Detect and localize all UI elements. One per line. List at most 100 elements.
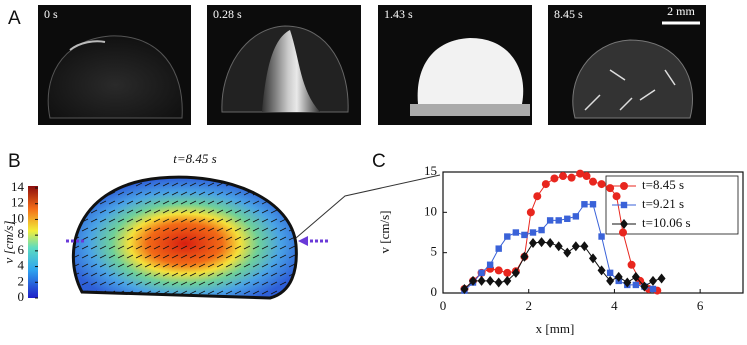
marker (657, 273, 666, 284)
velocity-field (71, 175, 298, 300)
marker (511, 267, 520, 278)
marker (597, 265, 606, 276)
marker (495, 245, 502, 252)
marker (512, 229, 520, 236)
marker (520, 251, 529, 262)
marker (623, 277, 632, 288)
connector (295, 174, 441, 239)
marker (477, 275, 486, 286)
marker (486, 275, 495, 286)
marker (576, 169, 585, 178)
colorbar-tick-label: 14 (11, 179, 25, 194)
marker (460, 283, 469, 294)
y-tick-label: 15 (424, 163, 437, 178)
photo-time: 0 s (44, 7, 58, 21)
marker (619, 228, 627, 237)
marker (503, 268, 512, 277)
colorbar-label: v [cm/s] (1, 221, 16, 264)
marker (627, 260, 636, 269)
marker (649, 275, 657, 286)
marker (550, 174, 559, 183)
marker (541, 180, 550, 189)
marker (581, 201, 588, 208)
x-tick-label: 6 (697, 298, 704, 313)
marker (494, 266, 503, 275)
scale-bar-label: 2 mm (667, 4, 695, 18)
colorbar-tick-label: 2 (18, 273, 25, 288)
marker (589, 177, 597, 186)
colorbar-tick-label: 0 (18, 289, 25, 304)
marker (631, 271, 640, 282)
marker (526, 208, 535, 217)
marker (529, 229, 537, 236)
marker (606, 275, 615, 286)
photo (38, 5, 191, 125)
marker (580, 241, 589, 252)
legend-label: t=8.45 s (642, 177, 684, 192)
legend-label: t=9.21 s (642, 196, 684, 211)
colorbar-tick-label: 8 (18, 226, 25, 241)
marker (564, 215, 571, 222)
marker (537, 237, 546, 248)
legend-marker (620, 219, 628, 229)
marker (632, 281, 640, 289)
marker (640, 281, 649, 292)
marker (563, 247, 572, 258)
colorbar-tick-label: 12 (11, 195, 24, 210)
marker (571, 241, 580, 252)
panel-label: A (8, 8, 21, 29)
marker (589, 253, 597, 264)
x-tick-label: 0 (440, 298, 447, 313)
marker (555, 217, 562, 224)
photo (207, 5, 361, 125)
photo-time: 8.45 s (554, 7, 583, 21)
field-title: t=8.45 s (173, 151, 216, 166)
x-axis-label: x [mm] (536, 321, 575, 336)
colorbar-tick-label: 6 (18, 242, 25, 257)
legend-marker (620, 182, 628, 190)
marker (469, 275, 477, 286)
panel-label: B (8, 151, 21, 172)
legend-marker (620, 201, 628, 209)
marker (494, 277, 503, 288)
marker (589, 201, 597, 208)
photo (548, 5, 706, 125)
marker (503, 275, 512, 286)
panel-label: C (372, 151, 386, 172)
colorbar-tick-label: 10 (11, 210, 24, 225)
marker (486, 261, 494, 268)
y-axis-label: v [cm/s] (377, 211, 392, 254)
marker (567, 173, 576, 182)
marker (546, 217, 554, 224)
marker (572, 213, 580, 220)
y-tick-label: 10 (424, 203, 437, 218)
marker (554, 241, 563, 252)
colorbar (28, 186, 38, 298)
arrowhead (298, 236, 308, 246)
marker (529, 237, 537, 248)
marker (614, 271, 623, 282)
x-tick-label: 4 (611, 298, 618, 313)
y-tick-label: 0 (431, 284, 438, 299)
marker (606, 184, 615, 193)
marker (504, 233, 511, 240)
legend-label: t=10.06 s (642, 215, 691, 230)
photo-time: 0.28 s (213, 7, 242, 21)
marker (597, 180, 606, 189)
marker (582, 172, 591, 181)
colorbar-tick-label: 4 (18, 258, 25, 273)
marker (598, 233, 605, 240)
y-tick-label: 5 (431, 244, 438, 259)
marker (606, 269, 614, 277)
marker (649, 285, 657, 293)
marker (538, 226, 545, 234)
marker (612, 192, 621, 201)
marker (546, 237, 555, 248)
marker (559, 172, 567, 181)
x-tick-label: 2 (525, 298, 532, 313)
photo (378, 5, 532, 125)
plot-frame (442, 171, 744, 294)
marker (478, 269, 485, 277)
photo-time: 1.43 s (384, 7, 413, 21)
